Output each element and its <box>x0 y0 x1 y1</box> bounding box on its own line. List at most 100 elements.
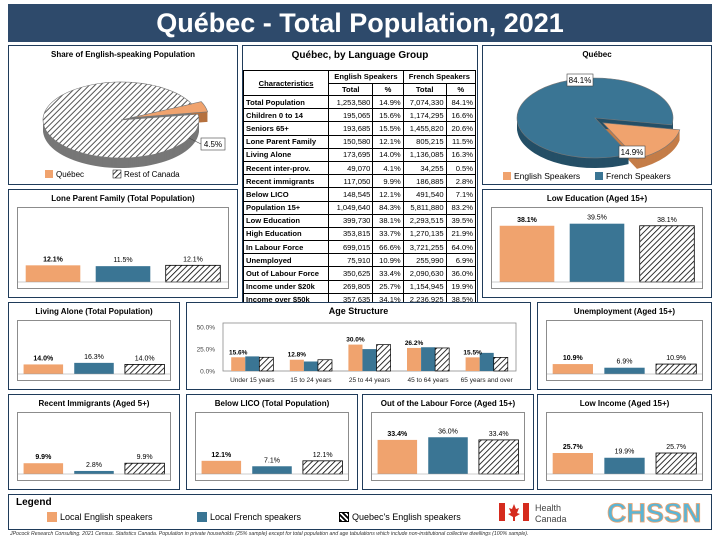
bar-french <box>95 266 151 282</box>
en-total: 1,253,580 <box>328 94 374 110</box>
chart-plot-area: 12.1% 11.5% 12.1% <box>17 207 229 289</box>
en-pct: 33.7% <box>372 226 404 242</box>
bar-french <box>303 361 318 371</box>
en-pct: 84.3% <box>372 200 404 215</box>
fr-total: 34,255 <box>402 160 447 176</box>
legend-label-english: Local English speakers <box>60 512 153 522</box>
en-total: 353,815 <box>328 226 374 242</box>
chart-plot-area: 38.1% 39.5% 38.1% <box>491 207 703 289</box>
fr-pct: 84.1% <box>445 94 477 110</box>
en-total: 195,065 <box>328 108 374 123</box>
en-pct: 10.9% <box>372 253 404 268</box>
en-pct: 12.1% <box>372 187 404 202</box>
share-english-chart: 4.5% Québec Rest of Canada <box>42 81 226 179</box>
legend-item-english: Local English speakers <box>47 512 153 522</box>
bar-quebec <box>639 225 695 283</box>
fr-total: 1,270,135 <box>402 226 447 242</box>
bar-quebec <box>124 462 165 475</box>
share-english-title: Share of English-speaking Population <box>50 50 195 59</box>
pie-legend-label: French Speakers <box>606 171 671 181</box>
chssn-logo: CHSSN <box>607 498 702 528</box>
en-total: 173,695 <box>328 147 374 162</box>
low-education-title: Low Education (Aged 15+) <box>546 194 648 203</box>
table-row: Total Population 1,253,580 14.9% 7,074,330 8… <box>242 94 477 110</box>
legend-swatch-english <box>47 512 57 522</box>
fr-total: 186,885 <box>402 174 447 189</box>
row-label: Living Alone <box>242 147 330 162</box>
chart-plot-area: 25.7% 19.9% 25.7% <box>546 412 703 481</box>
bar-value-label: 39.5% <box>587 215 607 222</box>
bar-value-label: 12.1% <box>211 452 232 459</box>
pie-legend-label: English Speakers <box>514 171 580 181</box>
fr-pct: 39.5% <box>445 213 477 228</box>
x-tick-label: Under 15 years <box>230 377 275 384</box>
low-education-panel: Low Education (Aged 15+) 38.1% 39.5% 38.1% <box>482 189 712 298</box>
en-total: 148,545 <box>328 187 374 202</box>
row-label: Recent inter-prov. <box>242 160 330 176</box>
recent-immigrants-bars: 9.9% 2.8% 9.9% <box>18 454 170 475</box>
en-pct: 15.6% <box>372 108 404 123</box>
fr-pct: 6.9% <box>445 253 477 268</box>
table-row: High Education 353,815 33.7% 1,270,135 21.9% <box>242 226 477 242</box>
col-characteristics: Characteristics <box>242 70 330 96</box>
en-total: 1,049,640 <box>328 200 374 215</box>
sub-total: Total <box>328 82 374 96</box>
bar-french <box>245 356 260 371</box>
legend-swatch-french <box>197 512 207 522</box>
table-title: Québec, by Language Group <box>291 50 429 61</box>
en-pct: 33.4% <box>372 266 404 281</box>
en-total: 350,625 <box>328 266 374 281</box>
pie-value-label: 14.9% <box>621 148 644 157</box>
fr-total: 1,154,945 <box>402 279 447 294</box>
row-label: Population 15+ <box>242 200 330 215</box>
fr-total: 2,293,515 <box>402 213 447 228</box>
low-income-title: Low Income (Aged 15+) <box>579 399 670 408</box>
bar-english <box>552 364 593 374</box>
bar-value-label: 2.8% <box>86 462 102 469</box>
pie-legend-swatch <box>112 169 122 179</box>
bar-value-label: 33.4% <box>387 431 408 438</box>
pie-slice-french <box>516 77 674 159</box>
fr-total: 3,721,255 <box>402 240 447 255</box>
bar-value-label: 12.1% <box>183 256 203 263</box>
fr-pct: 7.1% <box>445 187 477 202</box>
language-group-table: Characteristics English Speakers French … <box>242 70 477 308</box>
bar-english <box>23 463 64 474</box>
health-canada-logo: Health Canada <box>499 503 567 524</box>
en-pct: 12.1% <box>372 134 404 149</box>
row-label: Lone Parent Family <box>242 134 330 149</box>
row-label: In Labour Force <box>242 240 330 255</box>
low-income-panel: Low Income (Aged 15+) 25.7% 19.9% 25.7% <box>537 394 712 490</box>
bar-quebec <box>655 452 697 475</box>
en-total: 399,730 <box>328 213 374 228</box>
bar-value-label: 10.9% <box>666 355 686 362</box>
chart-plot-area: 14.0% 16.3% 14.0% <box>17 320 171 381</box>
bar-quebec <box>655 363 697 375</box>
language-group-table-panel: Québec, by Language Group Characteristic… <box>242 45 478 308</box>
pie-legend-swatch <box>595 172 603 180</box>
bar-quebec <box>493 357 509 372</box>
fr-total: 491,540 <box>402 187 447 202</box>
chssn-text: CHSSN <box>607 498 702 528</box>
bar-quebec <box>165 264 221 283</box>
bar-value-label: 14.0% <box>33 355 54 362</box>
chart-plot-area: 12.1% 7.1% 12.1% <box>195 412 349 481</box>
en-total: 75,910 <box>328 253 374 268</box>
bar-english <box>552 453 593 474</box>
quebec-pie-title: Québec <box>582 50 612 59</box>
bar-value-label: 14.0% <box>135 355 155 362</box>
bar-value-label: 9.9% <box>137 454 153 461</box>
table-row: Lone Parent Family 150,580 12.1% 805,215 11.… <box>242 134 477 149</box>
en-pct: 66.6% <box>372 240 404 255</box>
bar-quebec <box>302 460 343 475</box>
bar-english <box>25 265 81 282</box>
page-title: Québec - Total Population, 2021 <box>8 4 712 42</box>
unemployment-bars: 10.9% 6.9% 10.9% <box>547 355 702 375</box>
en-pct: 14.9% <box>372 94 404 110</box>
col-french-speakers: French Speakers <box>402 70 477 84</box>
table-row: Low Education 399,730 38.1% 2,293,515 39.5% <box>242 213 477 228</box>
age-structure-chart: 0.0% 25.0% 50.0% 15.6% Under 15 years 12.8% 15… <box>197 322 517 384</box>
out-labour-panel: Out of the Labour Force (Aged 15+) 33.4% 3… <box>362 394 534 490</box>
bar-value-label: 15.6% <box>229 349 248 356</box>
fr-total: 1,174,295 <box>402 108 447 123</box>
